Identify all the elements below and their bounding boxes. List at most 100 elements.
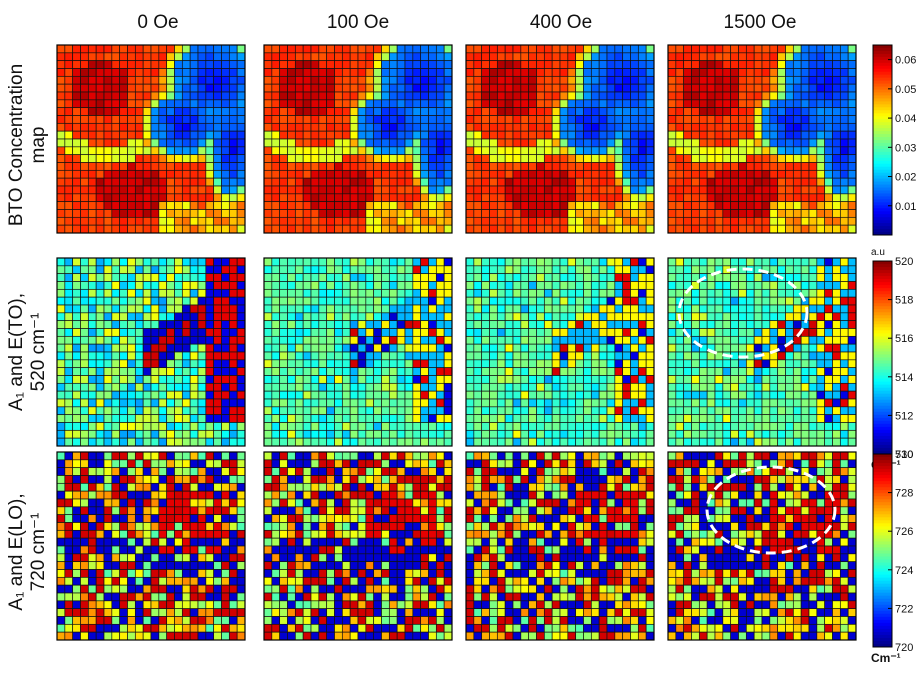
heatmap-cell [134, 498, 144, 508]
heatmap-cell [559, 343, 569, 353]
heatmap-cell [575, 209, 584, 218]
heatmap-cell [543, 273, 553, 282]
heatmap-cell [745, 154, 755, 163]
heatmap-cell [189, 169, 199, 179]
heatmap-cell [404, 343, 414, 353]
heatmap-cell [792, 52, 802, 62]
heatmap-cell [205, 146, 215, 156]
heatmap-cell [236, 312, 246, 322]
heatmap-cell [489, 162, 498, 171]
heatmap-cell [56, 201, 66, 210]
heatmap-cell [839, 224, 849, 234]
heatmap-cell [64, 60, 74, 69]
heatmap-cell [263, 209, 273, 218]
heatmap-cell [730, 162, 739, 171]
heatmap-cell [622, 398, 631, 408]
heatmap-cell [583, 154, 592, 163]
heatmap-cell [520, 382, 530, 392]
heatmap-cell [622, 406, 631, 416]
heatmap-cell [769, 193, 779, 203]
heatmap-cell [205, 312, 215, 322]
heatmap-cell [622, 390, 631, 400]
heatmap-cell [318, 60, 328, 69]
heatmap-cell [745, 44, 755, 54]
heatmap-cell [738, 328, 747, 337]
heatmap-cell [481, 177, 490, 187]
heatmap-cell [310, 138, 320, 148]
heatmap-cell [630, 60, 639, 69]
heatmap-cell [481, 83, 490, 93]
heatmap-cell [396, 52, 406, 62]
heatmap-cell [785, 60, 794, 69]
heatmap-cell [567, 115, 577, 124]
heatmap-cell [761, 335, 771, 345]
heatmap-cell [839, 209, 849, 218]
heatmap-cell [761, 193, 771, 203]
heatmap-cell [420, 138, 429, 148]
heatmap-cell [598, 351, 608, 361]
heatmap-cell [181, 522, 191, 531]
heatmap-cell [614, 288, 624, 298]
heatmap-cell [606, 312, 616, 322]
heatmap-cell [357, 296, 367, 306]
heatmap-cell [326, 312, 335, 322]
heatmap-cell [761, 343, 771, 353]
heatmap-cell [56, 216, 66, 226]
heatmap-cell [213, 320, 222, 329]
heatmap-cell [645, 335, 655, 345]
heatmap-cell [465, 359, 475, 369]
heatmap-cell [174, 390, 183, 400]
heatmap-cell [698, 83, 708, 93]
heatmap-cell [777, 99, 786, 109]
heatmap-cell [575, 162, 584, 171]
heatmap-cell [583, 185, 592, 195]
heatmap-cell [142, 201, 152, 210]
heatmap-cell [667, 44, 677, 54]
heatmap-cell [64, 99, 74, 109]
heatmap-cell [334, 201, 343, 210]
heatmap-cell [839, 398, 849, 408]
heatmap-cell [166, 44, 175, 54]
heatmap-cell [158, 398, 168, 408]
heatmap-cell [575, 375, 584, 384]
heatmap-cell [745, 169, 755, 179]
heatmap-cell [465, 185, 475, 195]
heatmap-cell [622, 359, 631, 369]
heatmap-cell [166, 122, 175, 132]
heatmap-cell [667, 115, 677, 124]
heatmap-cell [213, 288, 222, 298]
heatmap-cell [816, 343, 826, 353]
heatmap-cell [228, 522, 238, 531]
heatmap-cell [174, 545, 183, 555]
heatmap-cell [465, 154, 475, 163]
heatmap-cell [614, 60, 624, 69]
heatmap-cell [536, 154, 545, 163]
heatmap-cell [543, 91, 553, 101]
heatmap-cell [489, 320, 498, 329]
heatmap-cell [189, 475, 199, 484]
heatmap-cell [698, 193, 708, 203]
heatmap-cell [667, 216, 677, 226]
heatmap-cell [520, 115, 530, 124]
heatmap-cell [512, 320, 522, 329]
heatmap-cell [683, 154, 692, 163]
heatmap-cell [341, 304, 351, 314]
heatmap-cell [72, 83, 81, 93]
heatmap-cell [481, 359, 490, 369]
heatmap-cell [645, 281, 655, 290]
heatmap-cell [551, 304, 561, 314]
heatmap-cell [174, 209, 183, 218]
heatmap-cell [357, 68, 367, 77]
heatmap-cell [341, 130, 351, 140]
heatmap-cell [213, 406, 222, 416]
heatmap-cell [341, 281, 351, 290]
heatmap-cell [302, 312, 312, 322]
heatmap-cell [388, 68, 398, 77]
heatmap-cell [87, 522, 97, 531]
heatmap-cell [236, 193, 246, 203]
heatmap-cell [489, 296, 498, 306]
heatmap-cell [536, 193, 545, 203]
heatmap-cell [489, 398, 498, 408]
heatmap-cell [590, 257, 600, 267]
heatmap-cell [698, 201, 708, 210]
